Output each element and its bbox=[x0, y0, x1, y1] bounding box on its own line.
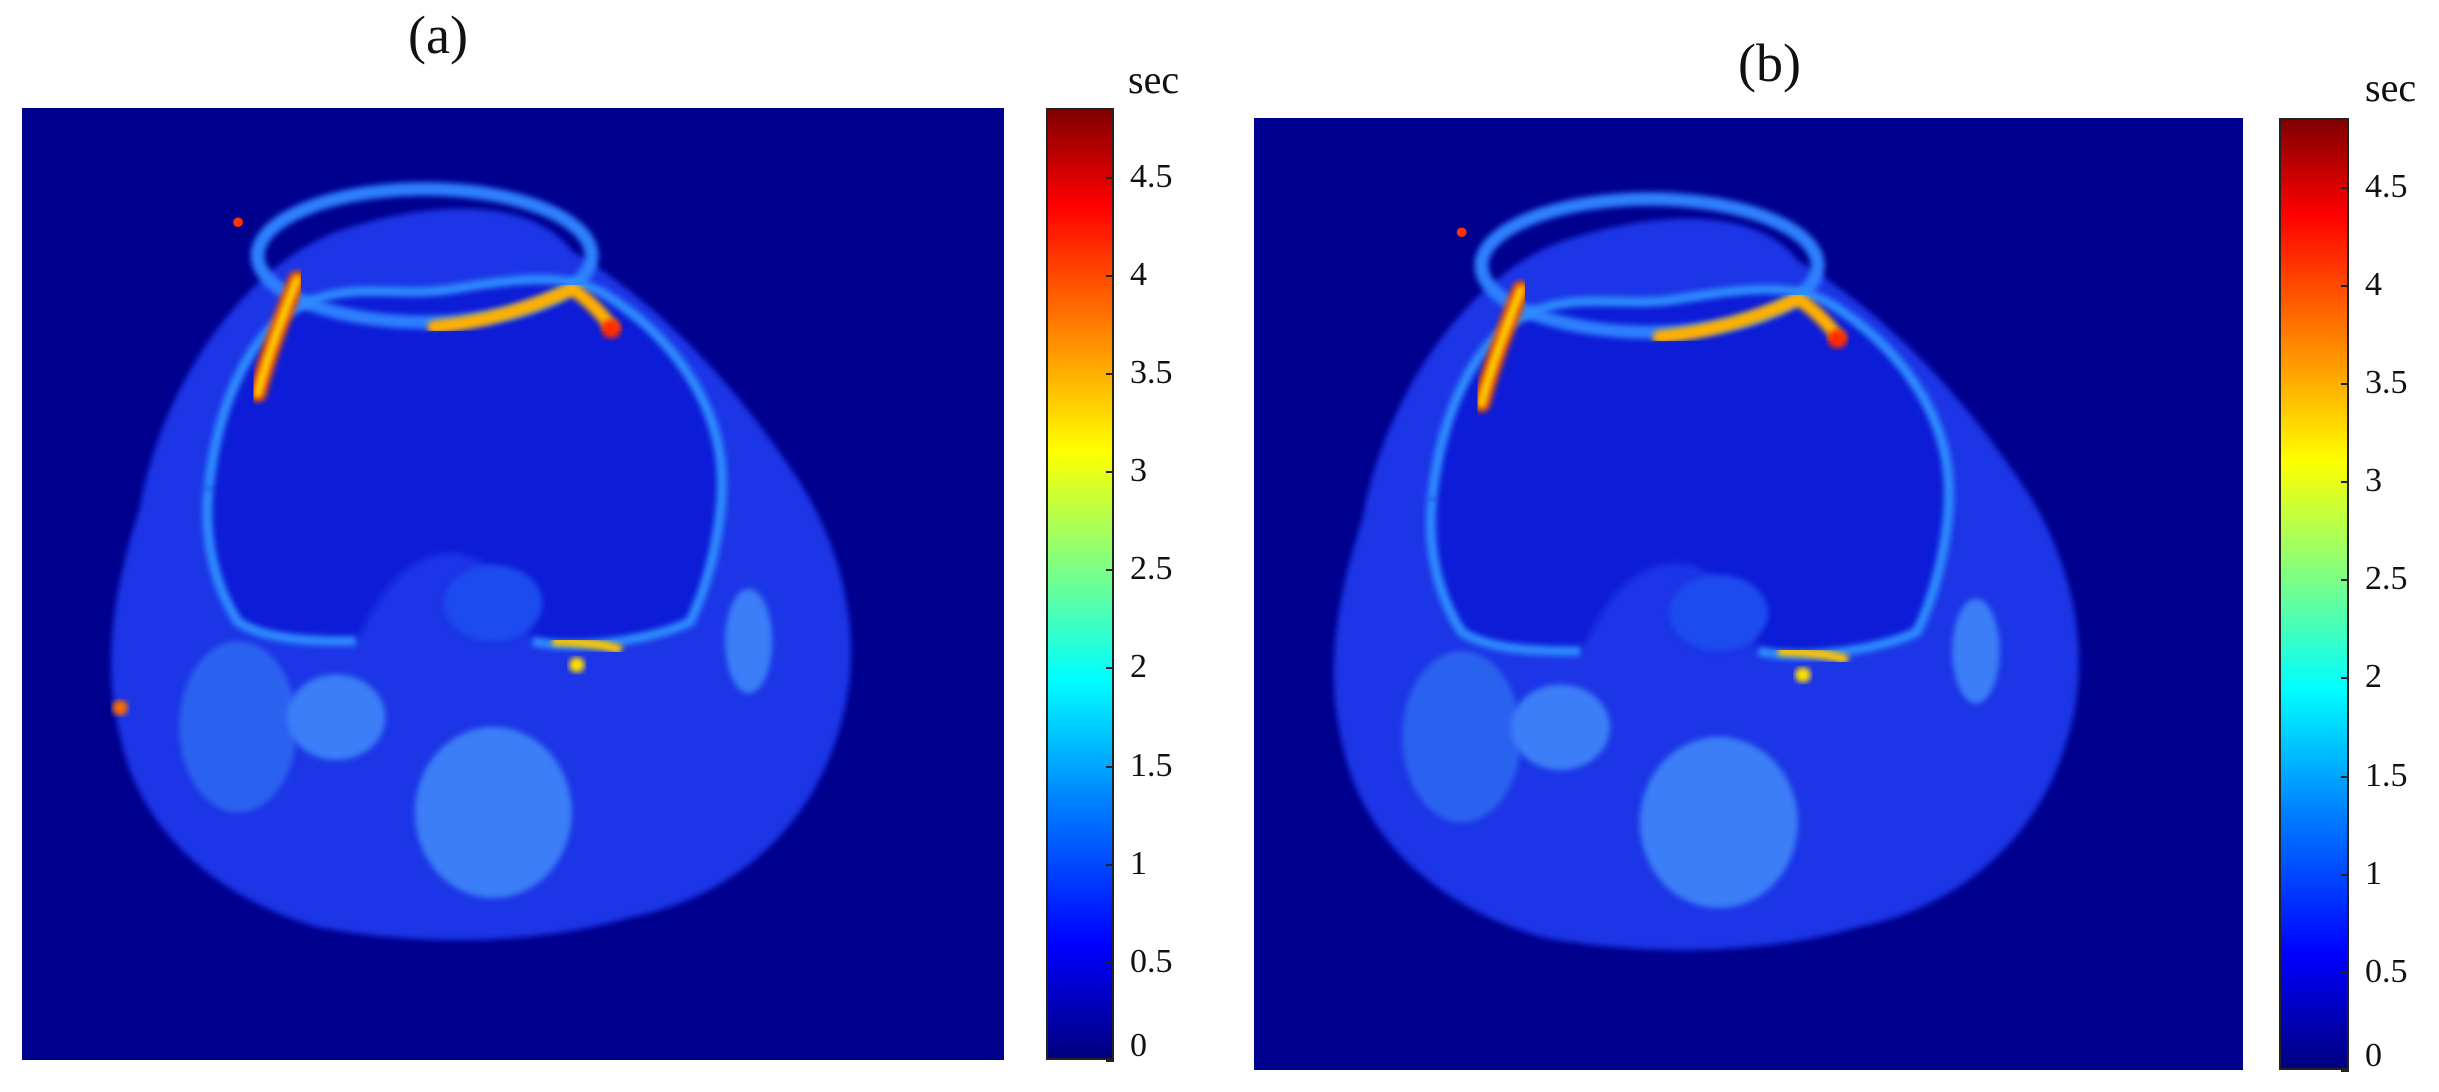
panel-a-colorbar-tick-label: 4 bbox=[1130, 255, 1147, 293]
panel-a-colorbar-tick-label: 0.5 bbox=[1130, 942, 1173, 980]
panel-a-colorbar-tick-label: 3.5 bbox=[1130, 353, 1173, 391]
panel-a-colorbar-tick-mark bbox=[1106, 372, 1114, 375]
panel-b-colorbar-tick-mark bbox=[2341, 677, 2349, 680]
panel-b-colorbar-tick-label: 3.5 bbox=[2365, 363, 2408, 401]
panel-a-colorbar-tick-mark bbox=[1106, 667, 1114, 670]
panel-b-colorbar-tick-mark bbox=[2341, 775, 2349, 778]
panel-a-colorbar-tick-mark bbox=[1106, 765, 1114, 768]
panel-b-colorbar-tick-mark bbox=[2341, 579, 2349, 582]
panel-b-colorbar-tick-label: 2 bbox=[2365, 658, 2382, 696]
panel-b-colorbar-tick-label: 2.5 bbox=[2365, 560, 2408, 598]
panel-a-colorbar-tick-label: 4.5 bbox=[1130, 157, 1173, 195]
panel-a-knee-image bbox=[111, 182, 851, 940]
panel-a-colorbar-unit: sec bbox=[1128, 57, 1180, 102]
panel-a-label: (a) bbox=[408, 5, 468, 65]
panel-b-colorbar-tick-label: 1 bbox=[2365, 854, 2382, 892]
panel-b-knee-image bbox=[1333, 192, 2079, 950]
panel-b-label: (b) bbox=[1738, 33, 1801, 93]
panel-b-colorbar-tick-label: 1.5 bbox=[2365, 756, 2408, 794]
panel-a-colorbar-tick-mark bbox=[1106, 961, 1114, 964]
panel-a-colorbar-tick-mark bbox=[1106, 176, 1114, 179]
panel-b-colorbar-tick-label: 3 bbox=[2365, 462, 2382, 500]
panel-b-colorbar-tick-mark bbox=[2341, 481, 2349, 484]
panel-a-colorbar-tick-label: 2 bbox=[1130, 648, 1147, 686]
panel-b-colorbar-tick-mark bbox=[2341, 971, 2349, 974]
panel-b-colorbar-tick-mark bbox=[2341, 382, 2349, 385]
panel-b-colorbar-tick-mark bbox=[2341, 284, 2349, 287]
panel-b-colorbar-unit: sec bbox=[2365, 65, 2417, 110]
panel-a-colorbar-tick-label: 1 bbox=[1130, 844, 1147, 882]
panel-b-colorbar-tick-mark bbox=[2341, 186, 2349, 189]
panel-a-colorbar-tick-mark bbox=[1106, 1060, 1114, 1062]
panel-b-colorbar-tick-label: 4 bbox=[2365, 265, 2382, 303]
panel-a-colorbar bbox=[1046, 108, 1114, 1060]
panel-a-colorbar-tick-label: 0 bbox=[1130, 1027, 1147, 1064]
panel-a: (a) bbox=[0, 0, 1219, 1092]
panel-a-colorbar-tick-label: 1.5 bbox=[1130, 746, 1173, 784]
panel-a-colorbar-tick-mark bbox=[1106, 569, 1114, 572]
panel-a-colorbar-tick-mark bbox=[1106, 274, 1114, 277]
panel-a-colorbar-tick-mark bbox=[1106, 863, 1114, 866]
panel-a-t2-map bbox=[22, 108, 1004, 1060]
panel-b-colorbar bbox=[2279, 118, 2349, 1070]
panel-b-t2-map bbox=[1254, 118, 2243, 1070]
panel-a-colorbar-tick-label: 3 bbox=[1130, 452, 1147, 490]
panel-b-colorbar-tick-label: 0 bbox=[2365, 1037, 2382, 1074]
panel-a-colorbar-tick-label: 2.5 bbox=[1130, 550, 1173, 588]
panel-b: (b) sec 4.5 4 3.5 3 2.5 2 1.5 1 0.5 0 bbox=[1219, 0, 2439, 1092]
panel-b-colorbar-tick-mark bbox=[2341, 1070, 2349, 1072]
panel-b-colorbar-tick-mark bbox=[2341, 873, 2349, 876]
panel-a-colorbar-tick-mark bbox=[1106, 471, 1114, 474]
panel-b-colorbar-tick-label: 0.5 bbox=[2365, 952, 2408, 990]
panel-b-colorbar-tick-label: 4.5 bbox=[2365, 167, 2408, 205]
